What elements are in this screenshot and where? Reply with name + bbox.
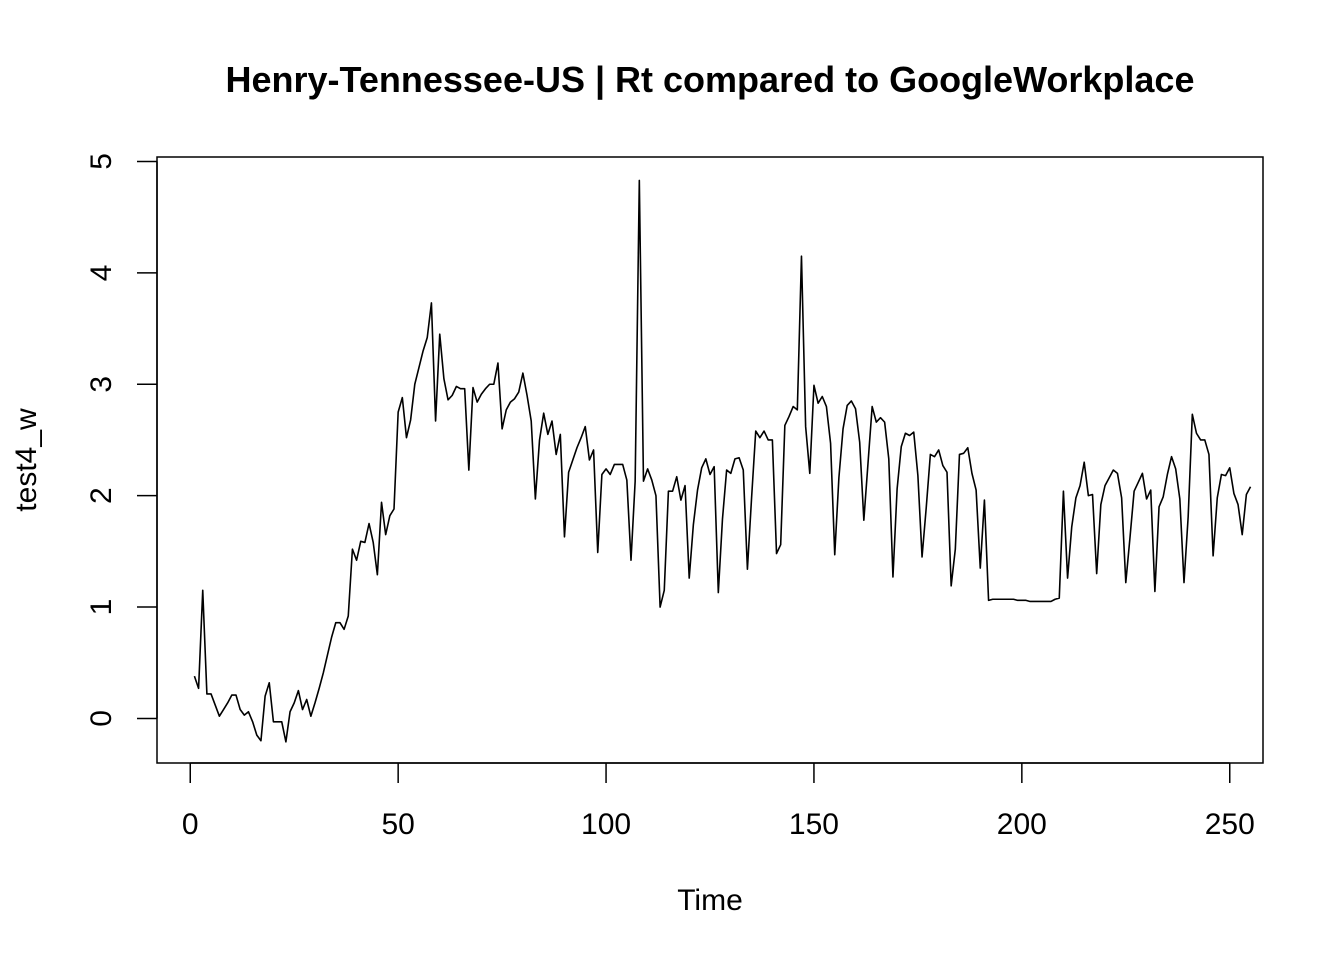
y-axis-label: test4_w bbox=[10, 408, 43, 512]
x-axis: 0 50 100 150 200 250 bbox=[182, 762, 1255, 841]
x-tick-label: 100 bbox=[581, 808, 631, 841]
series-line bbox=[193, 179, 1252, 743]
y-axis: 0 1 2 3 4 5 bbox=[85, 153, 158, 727]
x-tick-label: 50 bbox=[381, 808, 414, 841]
y-tick-label: 2 bbox=[85, 487, 118, 504]
y-tick-label: 5 bbox=[85, 153, 118, 170]
x-tick-label: 150 bbox=[789, 808, 839, 841]
x-axis-label: Time bbox=[677, 884, 743, 917]
y-tick-label: 1 bbox=[85, 599, 118, 616]
y-tick-label: 4 bbox=[85, 265, 118, 282]
x-tick-label: 250 bbox=[1205, 808, 1255, 841]
chart-title: Henry-Tennessee-US | Rt compared to Goog… bbox=[226, 59, 1195, 101]
x-tick-label: 200 bbox=[997, 808, 1047, 841]
y-tick-label: 0 bbox=[85, 710, 118, 727]
y-tick-label: 3 bbox=[85, 376, 118, 393]
x-tick-label: 0 bbox=[182, 808, 199, 841]
